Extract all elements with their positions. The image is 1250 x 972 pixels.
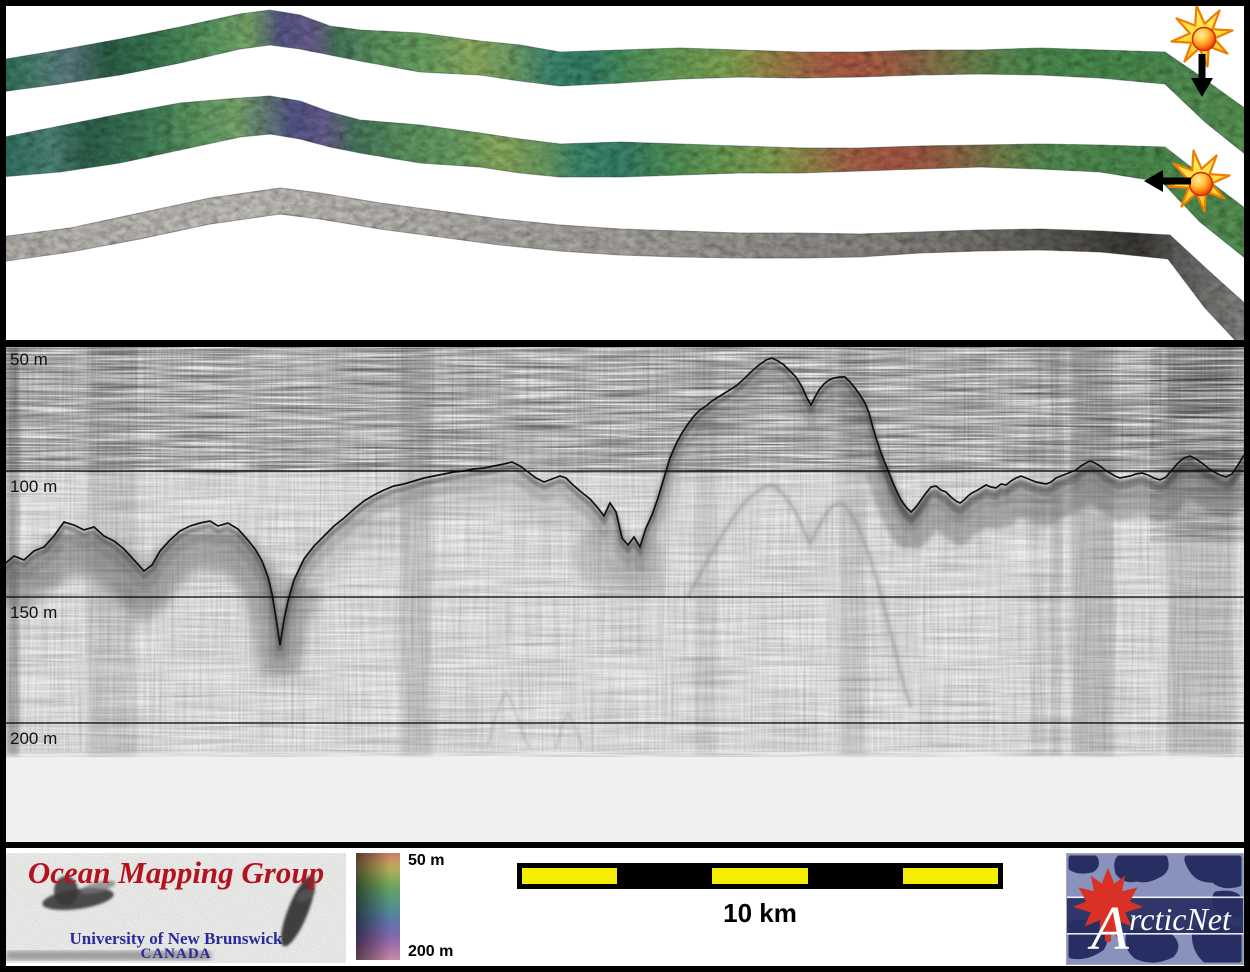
- depth-label: 50 m: [10, 350, 48, 369]
- scale-bar-segment: [522, 868, 618, 884]
- scale-bar: [517, 863, 1003, 889]
- noise-column: [1050, 347, 1062, 755]
- depth-label: 200 m: [10, 729, 58, 748]
- scale-bar-label: 10 km: [723, 898, 797, 928]
- subbottom-echo-layer: [874, 449, 1244, 526]
- subbottom-echo-layer: [562, 491, 684, 659]
- sonar-target-right-icon: [281, 875, 316, 947]
- sun-marker-left-icon: [1144, 149, 1231, 213]
- depth-label: 100 m: [10, 477, 58, 496]
- depth-label: 150 m: [10, 603, 58, 622]
- subbottom-echo-layer: [864, 464, 1244, 559]
- swath-panel: [6, 6, 1244, 340]
- noise-column: [1168, 347, 1234, 755]
- subbottom-echo-layer: [6, 523, 323, 675]
- footer-band: Ocean Mapping Group University of New Br…: [6, 848, 1244, 966]
- bathymetry-swath-shaded-1: [6, 9, 1244, 154]
- scale-bar-segment: [617, 868, 713, 884]
- depth-colorbar: [356, 853, 400, 960]
- sonar-shadow-smudge: [6, 951, 211, 960]
- colorbar-shading-overlay: [356, 853, 400, 960]
- subbottom-profile-panel: 50 m 100 m 150 m 200 m: [6, 347, 1244, 842]
- sonar-target-left-icon: [42, 876, 116, 911]
- maple-leaf-icon: [1072, 867, 1144, 942]
- arcticnet-name: rcticNet: [1129, 901, 1232, 937]
- omg-logo: Ocean Mapping Group University of New Br…: [6, 853, 346, 963]
- omg-title: Ocean Mapping Group: [27, 855, 325, 890]
- scale-bar-segment: [712, 868, 808, 884]
- backscatter-swath-grayscale: [6, 187, 1244, 340]
- swath-graphics: [6, 6, 1244, 340]
- noise-column: [400, 347, 432, 755]
- colorbar-top-label: 50 m: [408, 852, 445, 869]
- arcticnet-logo: A rcticNet: [1066, 853, 1244, 965]
- scale-bar-segment: [902, 868, 999, 884]
- profile-graphics: [6, 347, 1244, 757]
- colorbar-bottom-label: 200 m: [408, 943, 454, 960]
- arcticnet-initial: A: [1087, 895, 1130, 963]
- noise-column: [1030, 347, 1046, 755]
- echogram: [6, 347, 1244, 757]
- noise-column: [7, 347, 19, 755]
- omg-subtitle: University of New Brunswick: [69, 929, 283, 948]
- arcticnet-logo-art: A rcticNet: [1067, 854, 1243, 964]
- omg-logo-art: [6, 853, 346, 963]
- seabed-trace: [6, 357, 1244, 646]
- noise-column: [1072, 347, 1114, 755]
- scale-bar-segment: [807, 868, 903, 884]
- omg-country: CANADA: [140, 946, 212, 962]
- sun-direction-markers: [1144, 6, 1234, 213]
- bathymetry-strips: [6, 9, 1244, 340]
- sun-marker-down-icon: [1170, 6, 1234, 97]
- bathymetry-swath-shaded-2: [6, 95, 1244, 258]
